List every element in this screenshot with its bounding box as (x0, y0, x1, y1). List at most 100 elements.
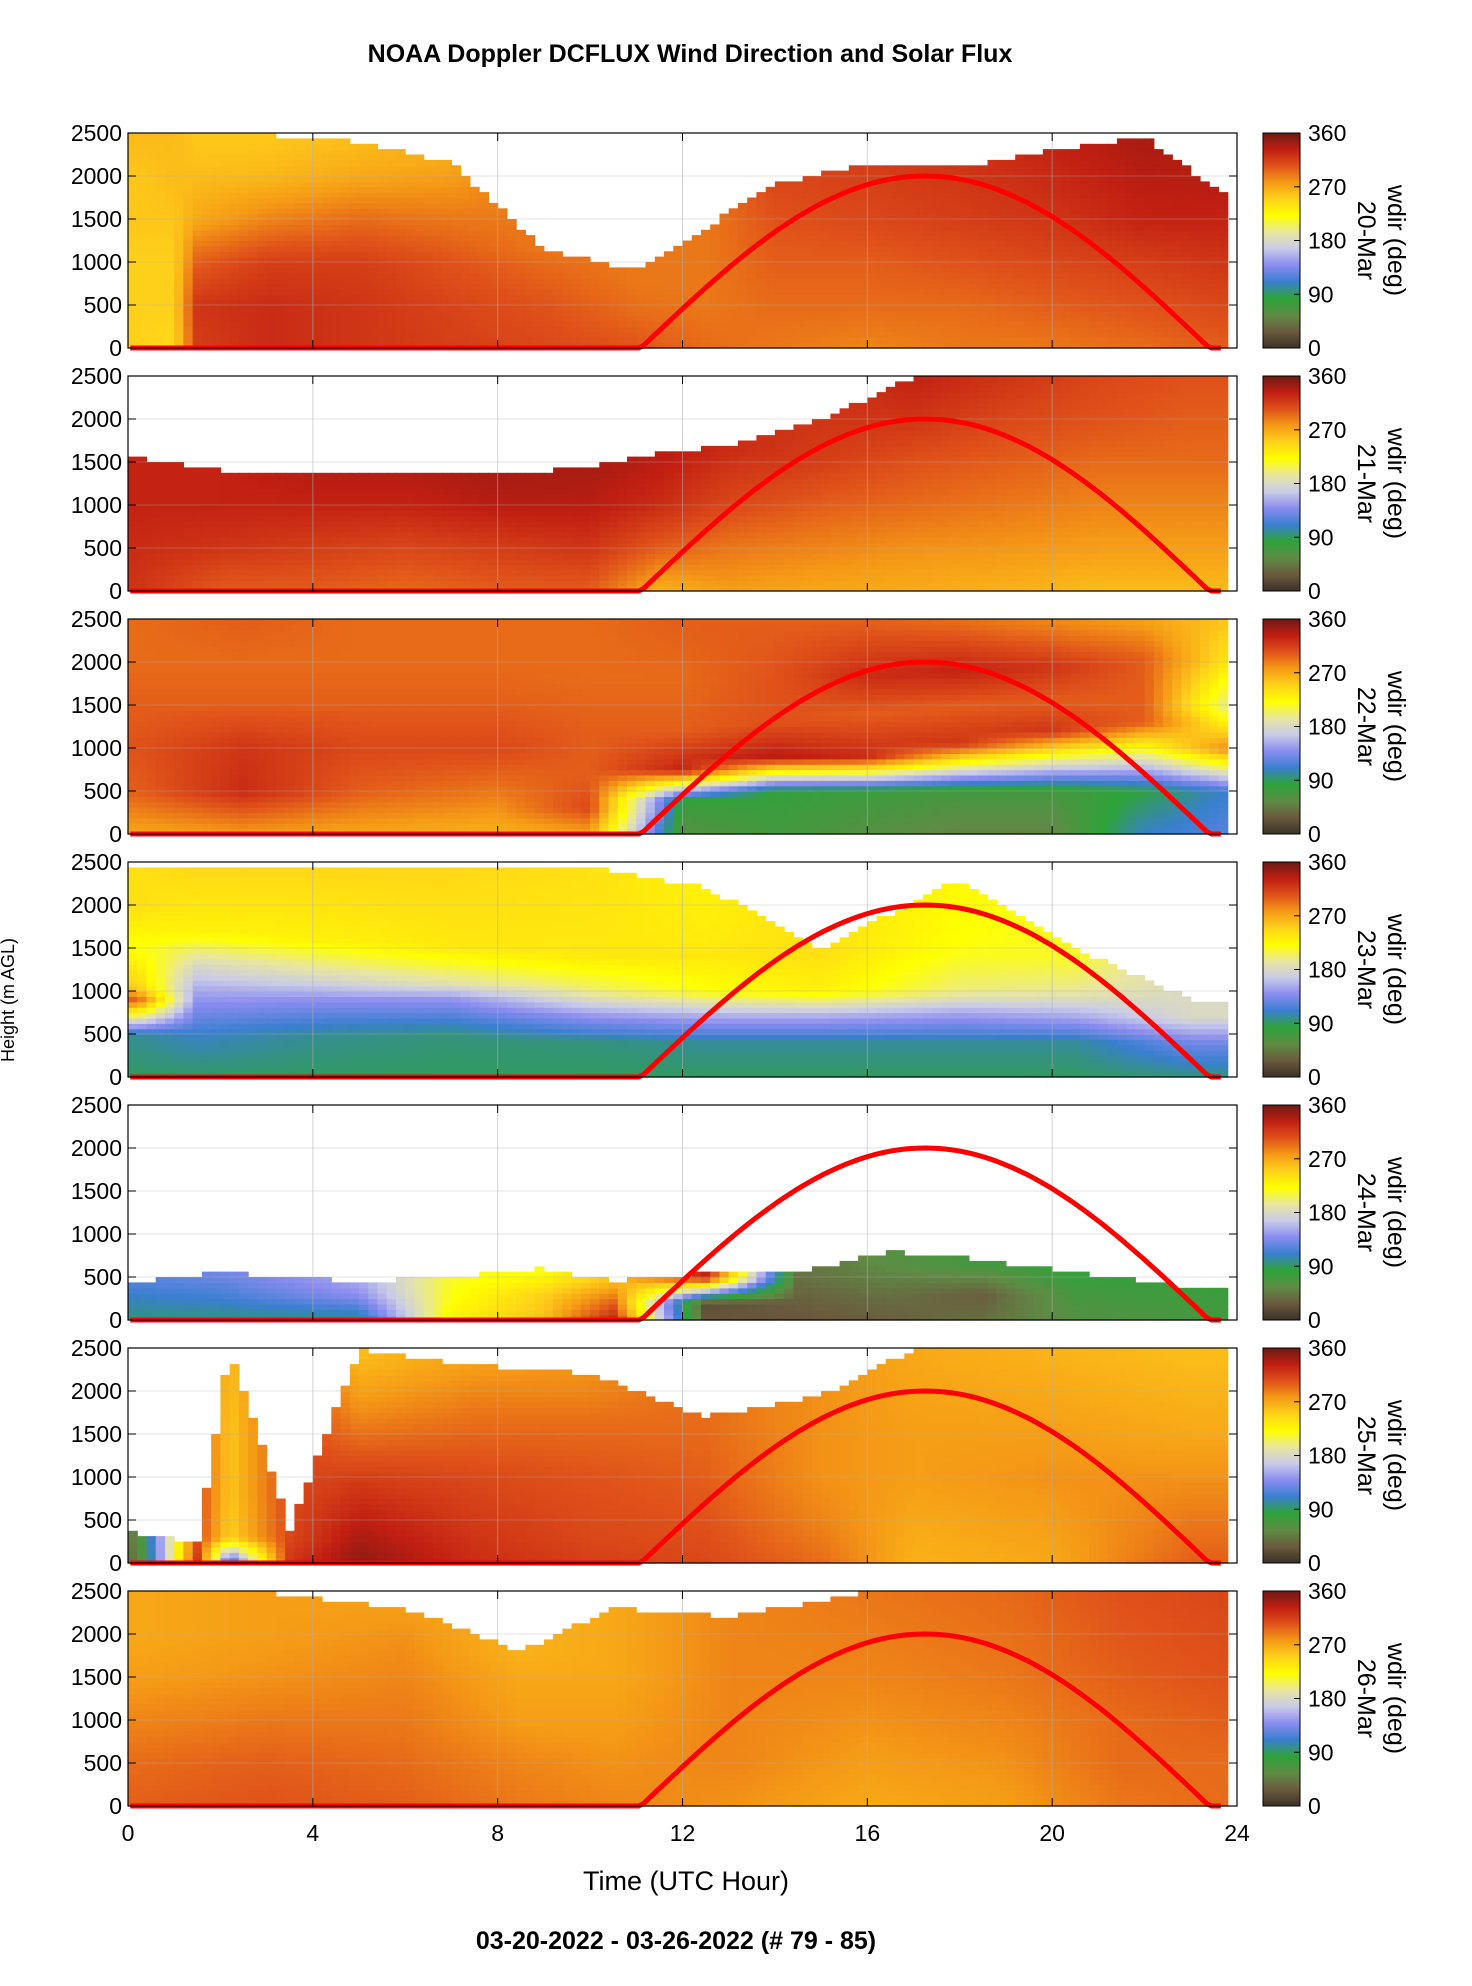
heatmap-cell (765, 342, 776, 349)
heatmap-cell (876, 208, 887, 215)
heatmap-cell (405, 197, 416, 204)
heatmap-cell (238, 176, 249, 182)
heatmap-cell (479, 213, 489, 220)
heatmap-cell (174, 176, 184, 182)
heatmap-cell (1218, 342, 1229, 349)
heatmap-cell (959, 240, 970, 247)
heatmap-cell (1116, 251, 1127, 258)
heatmap-cell (950, 229, 961, 236)
heatmap-cell (183, 202, 194, 209)
heatmap-cell (830, 305, 841, 311)
heatmap-cell (183, 548, 194, 554)
heatmap-cell (793, 186, 804, 193)
heatmap-cell (1079, 337, 1090, 344)
heatmap-cell (784, 262, 794, 268)
heatmap-cell (543, 310, 554, 317)
heatmap-cell (303, 213, 314, 220)
heatmap-cell (747, 288, 757, 295)
heatmap-cell (257, 278, 268, 285)
heatmap-cell (1079, 176, 1090, 182)
heatmap-cell (1089, 235, 1099, 242)
heatmap-cell (497, 548, 508, 554)
heatmap-cell (571, 542, 582, 549)
heatmap-cell (423, 472, 434, 479)
heatmap-cell (664, 310, 674, 317)
heatmap-cell (257, 251, 268, 258)
heatmap-cell (312, 192, 323, 199)
heatmap-cell (201, 262, 212, 268)
heatmap-cell (229, 499, 240, 506)
heatmap-cell (959, 219, 970, 225)
heatmap-cell (349, 537, 360, 544)
heatmap-cell (636, 331, 647, 338)
heatmap-cell (1015, 192, 1025, 199)
heatmap-cell (1135, 181, 1146, 188)
heatmap-cell (451, 262, 462, 268)
heatmap-cell (553, 483, 563, 490)
heatmap-cell (442, 192, 452, 199)
heatmap-cell (534, 574, 545, 581)
heatmap-cell (1218, 202, 1229, 209)
heatmap-cell (192, 467, 203, 474)
heatmap-cell (904, 181, 915, 188)
heatmap-cell (248, 299, 258, 306)
heatmap-cell (414, 472, 425, 479)
heatmap-cell (396, 521, 406, 528)
heatmap-cell (1190, 219, 1201, 225)
heatmap-cell (1190, 262, 1201, 268)
heatmap-cell (756, 219, 767, 225)
heatmap-cell (451, 197, 462, 204)
heatmap-cell (165, 558, 175, 565)
heatmap-cell (331, 170, 342, 177)
heatmap-cell (414, 159, 425, 166)
heatmap-cell (1033, 170, 1044, 177)
heatmap-cell (996, 326, 1007, 333)
heatmap-cell (201, 208, 212, 215)
heatmap-cell (137, 548, 147, 554)
heatmap-cell (220, 240, 231, 247)
heatmap-cell (359, 537, 369, 544)
heatmap-cell (793, 262, 804, 268)
heatmap-cell (146, 240, 157, 247)
heatmap-cell (793, 192, 804, 199)
heatmap-cell (904, 213, 915, 220)
heatmap-cell (423, 224, 434, 231)
heatmap-cell (433, 564, 443, 571)
heatmap-cell (895, 267, 905, 274)
heatmap-cell (211, 337, 221, 344)
heatmap-cell (312, 315, 323, 322)
heatmap-cell (1116, 337, 1127, 344)
heatmap-cell (396, 515, 406, 522)
heatmap-cell (128, 186, 138, 193)
heatmap-cell (867, 170, 878, 177)
heatmap-cell (322, 526, 332, 533)
heatmap-cell (959, 208, 970, 215)
heatmap-cell (229, 315, 240, 322)
heatmap-cell (534, 251, 545, 258)
heatmap-cell (987, 342, 998, 349)
heatmap-cell (442, 278, 452, 285)
y-tick-label: 2500 (71, 120, 122, 146)
heatmap-cell (331, 143, 342, 150)
heatmap-cell (386, 170, 397, 177)
heatmap-cell (913, 262, 924, 268)
heatmap-cell (636, 294, 647, 301)
heatmap-cell (377, 219, 388, 225)
heatmap-cell (155, 262, 166, 268)
heatmap-cell (1209, 262, 1220, 268)
heatmap-cell (996, 208, 1007, 215)
heatmap-cell (128, 267, 138, 274)
heatmap-cell (229, 564, 240, 571)
heatmap-cell (275, 326, 286, 333)
heatmap-cell (488, 208, 499, 215)
heatmap-cell (506, 305, 517, 311)
heatmap-cell (497, 510, 508, 517)
heatmap-cell (811, 240, 822, 247)
heatmap-cell (728, 267, 739, 274)
heatmap-cell (137, 537, 147, 544)
heatmap-cell (414, 531, 425, 538)
heatmap-cell (728, 299, 739, 306)
heatmap-cell (867, 326, 878, 333)
heatmap-cell (229, 505, 240, 511)
heatmap-cell (340, 542, 351, 549)
